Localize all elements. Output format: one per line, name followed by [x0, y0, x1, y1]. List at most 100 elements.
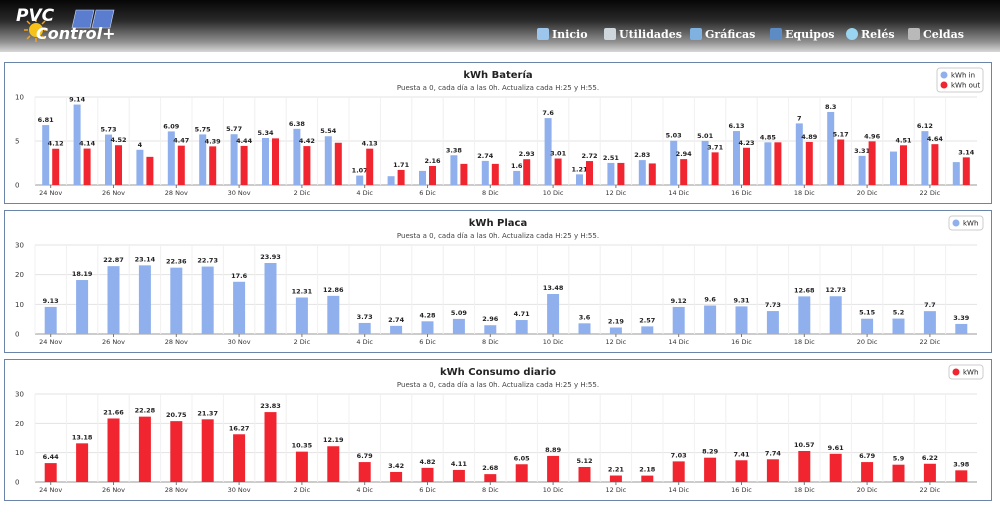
data-label: 5.12	[576, 457, 592, 465]
legend-label: kWh out	[951, 82, 980, 90]
bar-kWh	[735, 306, 748, 334]
x-tick-label: 30 Nov	[228, 189, 251, 197]
data-label: 7.74	[765, 449, 782, 457]
y-tick-label: 10	[15, 449, 24, 457]
data-label: 5.01	[697, 132, 714, 140]
bar-kWh	[452, 469, 465, 482]
x-tick-label: 12 Dic	[606, 338, 627, 346]
data-label: 9.14	[69, 96, 86, 104]
chart-panel-bateria: kWh Batería Puesta a 0, cada día a las 0h…	[4, 62, 992, 204]
bar-kWh-in	[230, 134, 238, 185]
bar-kWh	[233, 434, 246, 482]
bar-kWh-out	[931, 144, 939, 185]
x-tick-label: 30 Nov	[228, 486, 251, 494]
pvcontrol-logo[interactable]: PVC Control+	[14, 4, 134, 48]
data-label: 4.42	[299, 137, 315, 145]
bar-kWh-out	[743, 147, 750, 185]
data-label: 5.09	[451, 309, 468, 317]
bar-kWh-out	[334, 142, 342, 185]
x-tick-label: 4 Dic	[356, 189, 373, 197]
bar-kWh-in	[952, 162, 960, 185]
x-tick-label: 6 Dic	[419, 338, 436, 346]
chart-subtitle: Puesta a 0, cada día a las 0h. Actualiza…	[397, 232, 599, 240]
x-tick-label: 24 Nov	[39, 486, 62, 494]
bar-kWh	[264, 412, 277, 482]
x-tick-label: 4 Dic	[356, 486, 373, 494]
bar-kWh-in	[199, 134, 207, 185]
bar-kWh-in	[576, 174, 583, 185]
data-label: 4.23	[738, 139, 754, 147]
data-label: 3.01	[550, 150, 567, 158]
top-navigation-bar: PVC Control+ Inicio Utilidades Gráficas …	[0, 0, 1000, 52]
data-label: 1.21	[571, 165, 588, 173]
nav-reles-label: Relés	[861, 27, 895, 41]
tools-icon	[604, 28, 616, 40]
data-label: 4.13	[362, 140, 378, 148]
data-label: 5.75	[195, 125, 212, 133]
bar-kWh-out	[680, 159, 688, 185]
data-label: 2.94	[676, 150, 693, 158]
bar-kWh	[829, 296, 842, 334]
bar-kWh-in	[607, 162, 615, 185]
data-label: 7.7	[924, 301, 936, 309]
data-label: 2.68	[482, 464, 499, 472]
data-label: 6.38	[289, 120, 306, 128]
data-label: 2.57	[639, 316, 655, 324]
nav-celdas-label: Celdas	[923, 27, 964, 41]
bar-kWh	[358, 322, 371, 334]
legend-label: kWh in	[951, 72, 975, 80]
x-tick-label: 8 Dic	[482, 189, 499, 197]
data-label: 4.89	[801, 133, 818, 141]
bar-kWh-in	[136, 149, 144, 185]
bar-kWh-out	[397, 169, 405, 185]
data-label: 7.6	[542, 109, 554, 117]
nav-celdas[interactable]: Celdas	[908, 24, 964, 44]
bar-kWh	[264, 263, 277, 334]
data-label: 6.05	[514, 454, 531, 462]
bar-kWh-in	[733, 131, 740, 185]
data-label: 5.17	[833, 131, 849, 139]
x-tick-label: 28 Nov	[165, 486, 188, 494]
bar-kWh	[892, 318, 905, 334]
y-tick-label: 0	[15, 331, 19, 339]
data-label: 4.14	[79, 140, 96, 148]
nav-equipos-label: Equipos	[785, 27, 835, 41]
nav-equipos[interactable]: Equipos	[770, 24, 834, 44]
bar-kWh	[107, 418, 120, 482]
bar-kWh-in	[701, 140, 709, 185]
bar-kWh	[295, 451, 308, 482]
y-tick-label: 20	[15, 420, 24, 428]
data-label: 12.73	[825, 286, 846, 294]
logo-text-bottom: Control+	[36, 24, 116, 43]
x-tick-label: 18 Dic	[794, 338, 815, 346]
data-label: 8.3	[825, 103, 837, 111]
data-label: 13.18	[72, 433, 93, 441]
data-label: 4.12	[48, 140, 64, 148]
bar-kWh	[44, 306, 57, 334]
bar-kWh	[798, 296, 811, 334]
bar-kWh	[138, 265, 151, 334]
data-label: 4.11	[451, 460, 468, 468]
data-label: 3.38	[446, 146, 463, 154]
nav-graficas[interactable]: Gráficas	[690, 24, 755, 44]
bar-kWh-out	[303, 146, 311, 185]
bar-kWh-out	[460, 163, 468, 185]
nav-utilidades-label: Utilidades	[619, 27, 682, 41]
bar-kWh	[327, 295, 340, 334]
data-label: 4.51	[895, 136, 912, 144]
x-tick-label: 22 Dic	[920, 338, 941, 346]
chart-subtitle: Puesta a 0, cada día a las 0h. Actualiza…	[397, 84, 599, 92]
bar-kWh	[201, 419, 214, 482]
nav-reles[interactable]: Relés	[846, 24, 895, 44]
nav-utilidades[interactable]: Utilidades	[604, 24, 682, 44]
chart-subtitle: Puesta a 0, cada día a las 0h. Actualiza…	[397, 381, 599, 389]
data-label: 5.77	[226, 125, 242, 133]
x-tick-label: 18 Dic	[794, 486, 815, 494]
nav-inicio[interactable]: Inicio	[537, 24, 588, 44]
bar-kWh	[704, 457, 717, 482]
bar-kWh-out	[209, 146, 217, 185]
x-tick-label: 22 Dic	[920, 189, 941, 197]
x-tick-label: 14 Dic	[668, 338, 689, 346]
y-tick-label: 5	[15, 138, 19, 146]
bar-kWh-in	[356, 175, 364, 185]
